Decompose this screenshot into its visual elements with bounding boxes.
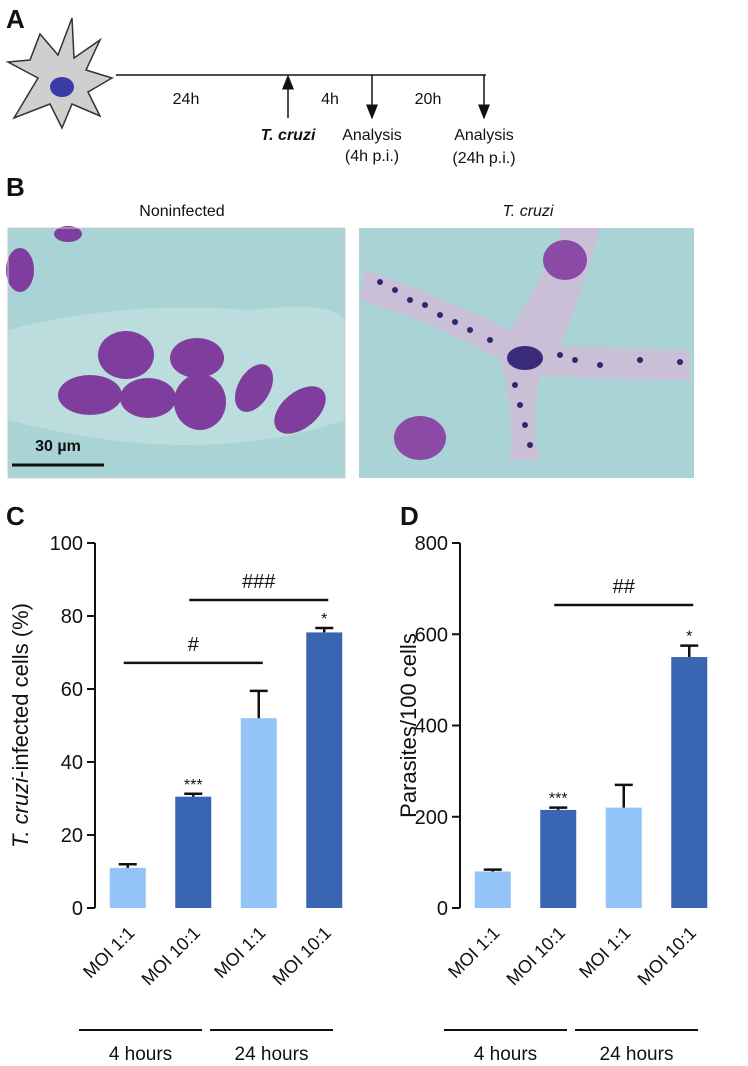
x-tick-label: MOI 10:1 [503, 923, 569, 989]
y-tick-label: 100 [50, 533, 83, 555]
significance: * [321, 611, 327, 628]
y-tick-label: 20 [61, 825, 83, 847]
bar [474, 871, 511, 908]
panel-label: A [6, 4, 25, 34]
bracket-label: ## [613, 576, 636, 598]
interval: 20h [415, 91, 442, 108]
x-tick-label: MOI 1:1 [79, 923, 138, 982]
x-tick-label: MOI 1:1 [210, 923, 269, 982]
bar [540, 809, 577, 908]
analysis: Analysis [454, 127, 514, 144]
panel-label: D [400, 501, 419, 531]
x-tick-label: MOI 10:1 [634, 923, 700, 989]
y-axis-label-part: T. cruzi [8, 777, 33, 848]
y-axis-label: Parasites/100 cells [396, 633, 421, 818]
y-tick-label: 400 [415, 716, 448, 738]
infection: T. cruzi [261, 127, 316, 144]
y-axis-label: T. cruzi-infected cells (%) [8, 603, 33, 848]
error-bar [118, 862, 137, 868]
group-label: 24 hours [235, 1044, 309, 1065]
bracket-label: ### [242, 571, 276, 593]
y-axis-label-part: Parasites/100 cells [396, 633, 421, 818]
error-bar [549, 806, 568, 810]
group-label: 24 hours [600, 1044, 674, 1065]
group-label: 4 hours [474, 1044, 537, 1065]
micrograph [359, 228, 694, 478]
y-tick-label: 80 [61, 606, 83, 628]
analysis: (24h p.i.) [452, 150, 515, 167]
y-tick-label: 800 [415, 533, 448, 555]
y-tick-label: 60 [61, 679, 83, 701]
error-bar [184, 792, 203, 797]
x-tick-label: MOI 10:1 [138, 923, 204, 989]
x-tick-label: MOI 10:1 [269, 923, 335, 989]
y-tick-label: 600 [415, 624, 448, 646]
bar [175, 796, 212, 908]
image-title: Noninfected [139, 203, 224, 220]
bar [605, 807, 642, 908]
panel-label: B [6, 172, 25, 202]
y-axis-label-part: -infected cells (%) [8, 603, 33, 778]
y-tick-label: 0 [437, 898, 448, 920]
error-bar [614, 783, 633, 808]
significance: *** [184, 777, 203, 794]
analysis: Analysis [342, 127, 402, 144]
bar [306, 632, 343, 908]
nucleus-icon [50, 77, 74, 97]
y-tick-label: 40 [61, 752, 83, 774]
x-tick-label: MOI 1:1 [575, 923, 634, 982]
analysis: (4h p.i.) [345, 148, 399, 165]
error-bar [249, 689, 268, 719]
cell-icon [5, 17, 114, 130]
scale-label: 30 µm [35, 438, 81, 455]
x-tick-label: MOI 1:1 [444, 923, 503, 982]
bracket-label: # [188, 634, 200, 656]
micrograph [6, 226, 346, 479]
significance: * [686, 629, 692, 646]
bar [671, 657, 708, 908]
significance: *** [549, 791, 568, 808]
y-tick-label: 200 [415, 807, 448, 829]
error-bar [315, 626, 334, 633]
bar [240, 718, 277, 908]
error-bar [680, 644, 699, 658]
interval: 24h [173, 91, 200, 108]
interval: 4h [321, 91, 339, 108]
bar [109, 867, 146, 908]
panel-label: C [6, 501, 25, 531]
error-bar [483, 868, 502, 872]
y-tick-label: 0 [72, 898, 83, 920]
image-title: T. cruzi [503, 203, 554, 220]
group-label: 4 hours [109, 1044, 172, 1065]
